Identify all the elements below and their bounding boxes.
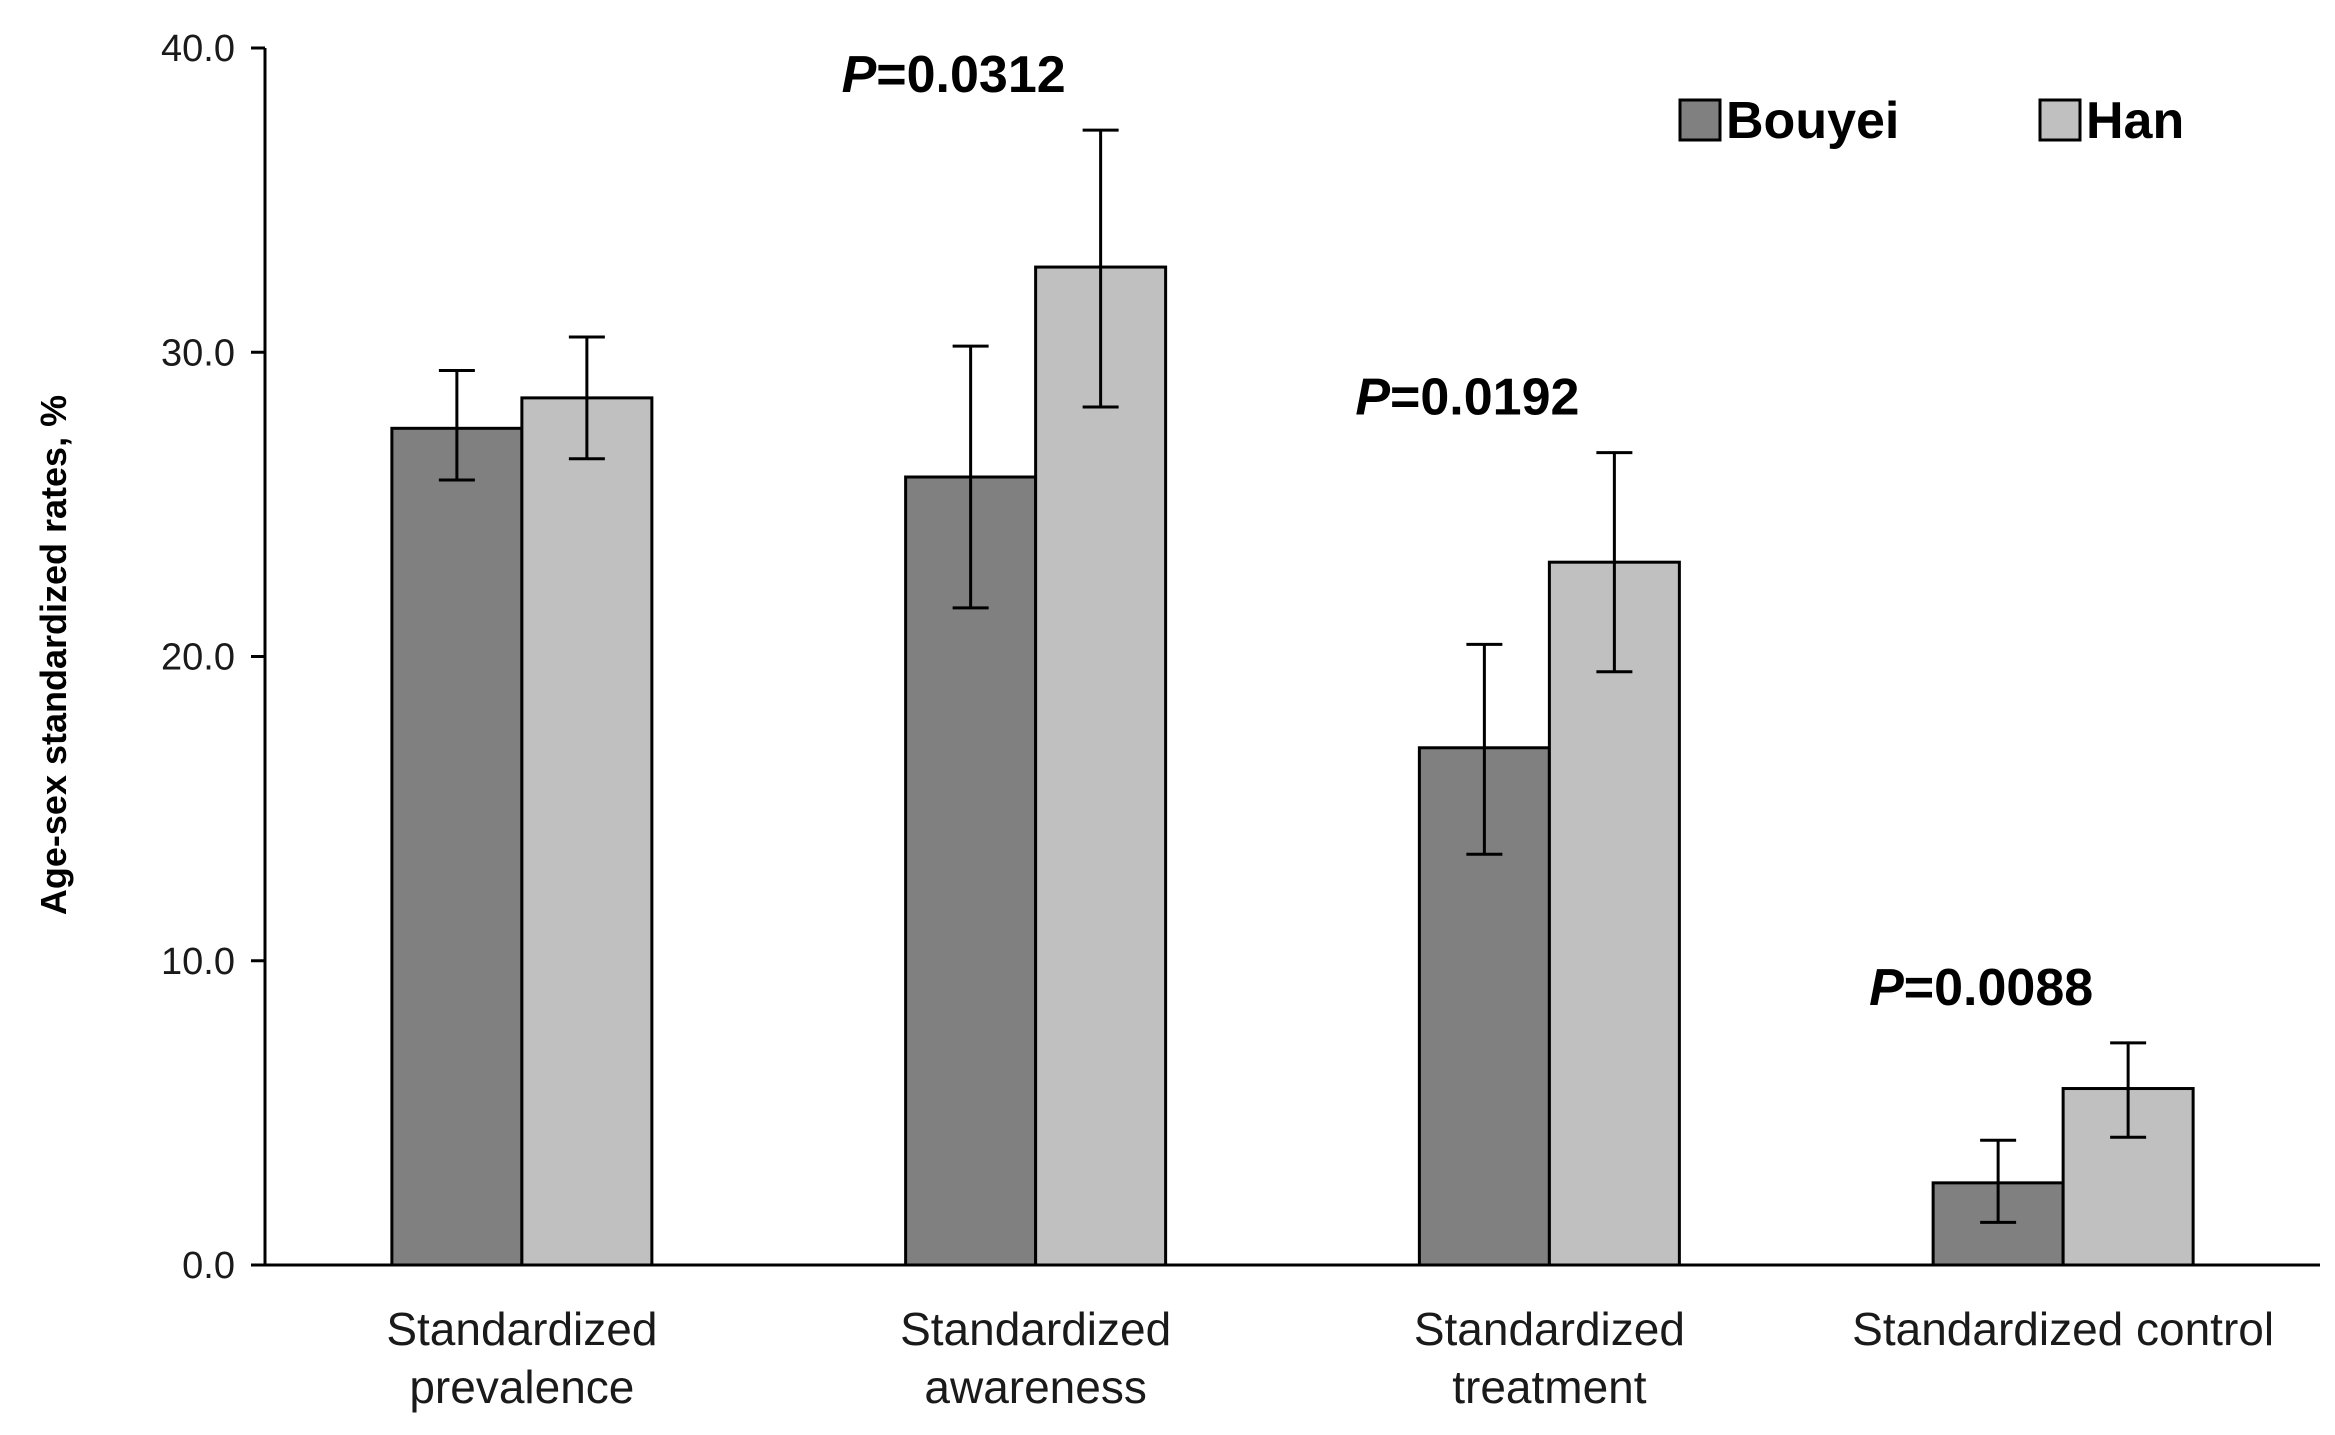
category-label-line: Standardized bbox=[1414, 1303, 1685, 1355]
bars-group bbox=[390, 265, 2195, 1267]
category-label-line: Standardized bbox=[386, 1303, 657, 1355]
y-tick-label: 30.0 bbox=[161, 332, 235, 374]
error-bars-group bbox=[438, 128, 2147, 1224]
p-value-annotation: P=0.0192 bbox=[1355, 369, 1579, 427]
p-value-text: =0.0088 bbox=[1904, 959, 2093, 1017]
legend-label-bouyei: Bouyei bbox=[1726, 92, 1899, 150]
y-axis-label: Age-sex standardized rates, % bbox=[33, 395, 74, 915]
legend: Bouyei Han bbox=[1678, 92, 2184, 150]
legend-swatch-han bbox=[2038, 98, 2082, 142]
category-label-line: treatment bbox=[1452, 1361, 1647, 1413]
p-value-text: =0.0312 bbox=[876, 46, 1065, 104]
y-ticks-group: 0.0 10.0 20.0 30.0 40.0 bbox=[161, 28, 265, 1287]
category-label-line: Standardized control bbox=[1852, 1303, 2274, 1355]
category-label-line: Standardized bbox=[900, 1303, 1171, 1355]
p-value-annotation: P=0.0312 bbox=[842, 46, 1066, 104]
category-label-line: awareness bbox=[924, 1361, 1146, 1413]
y-tick-label: 10.0 bbox=[161, 941, 235, 983]
category-label: Standardized treatment bbox=[1414, 1303, 1685, 1413]
bar-bouyei bbox=[390, 426, 524, 1267]
y-tick-label: 40.0 bbox=[161, 28, 235, 70]
p-value-annotation: P=0.0088 bbox=[1869, 959, 2093, 1017]
p-value-prefix: P bbox=[1869, 959, 1904, 1017]
category-label: Standardized control bbox=[1852, 1303, 2274, 1355]
bar-han bbox=[520, 396, 654, 1267]
category-labels-group: Standardized prevalence Standardized awaren… bbox=[386, 1303, 2274, 1413]
p-value-prefix: P bbox=[842, 46, 877, 104]
y-tick-label: 0.0 bbox=[182, 1245, 235, 1287]
p-value-prefix: P bbox=[1355, 369, 1390, 427]
p-value-text: =0.0192 bbox=[1390, 369, 1579, 427]
category-label-line: prevalence bbox=[409, 1361, 634, 1413]
y-tick-label: 20.0 bbox=[161, 637, 235, 679]
bar-han bbox=[1034, 265, 1168, 1267]
legend-swatch-bouyei bbox=[1678, 98, 1722, 142]
category-label: Standardized awareness bbox=[900, 1303, 1171, 1413]
legend-label-han: Han bbox=[2086, 92, 2184, 150]
category-label: Standardized prevalence bbox=[386, 1303, 657, 1413]
